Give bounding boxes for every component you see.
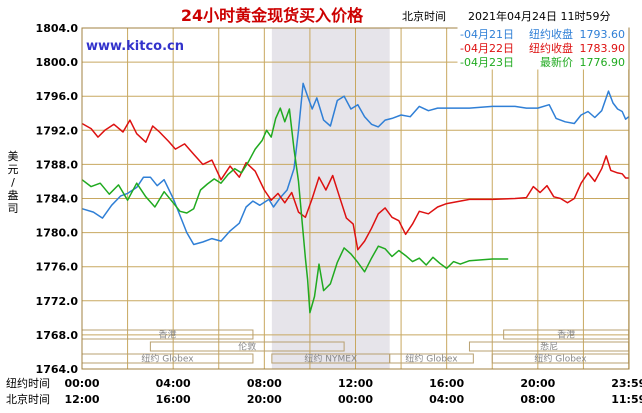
ny-time-tick: 12:00	[338, 377, 373, 390]
grid-lines	[81, 27, 630, 370]
watermark: www.kitco.cn	[86, 39, 184, 54]
y-tick-label: 1776.0	[36, 261, 79, 274]
ny-time-tick: 00:00	[64, 377, 99, 390]
legend-background	[457, 26, 629, 70]
market-session-label: 纽约 NYMEX	[304, 353, 357, 365]
y-axis-label-char: 美	[8, 150, 19, 163]
y-tick-label: 1764.0	[36, 363, 79, 376]
series-lines	[81, 82, 630, 314]
y-tick-label: 1804.0	[36, 22, 79, 35]
timestamp: 2021年04月24日 11时59分	[468, 9, 610, 23]
y-tick-label: 1784.0	[36, 193, 79, 206]
ny-time-tick: 20:00	[520, 377, 555, 390]
market-session-label: 香港	[158, 329, 176, 341]
y-tick-label: 1768.0	[36, 329, 79, 342]
y-tick-label: 1788.0	[36, 158, 79, 171]
market-session-label: 悉尼	[540, 341, 558, 353]
y-tick-label: 1796.0	[36, 90, 79, 103]
legend: -04月21日 纽约收盘 1793.60-04月22日 纽约收盘 1783.90-04月…	[457, 26, 629, 70]
bj-time-tick: 04:00	[429, 393, 464, 406]
x-axis-tick-labels: 00:00 12:00 04:00 16:00 08:00 20:00 12:00 00:00…	[64, 377, 642, 406]
y-axis-label-char: 司	[8, 202, 19, 215]
y-axis-label-char: /	[11, 176, 15, 189]
bj-time-tick: 20:00	[247, 393, 282, 406]
market-session-label: 纽约 Globex	[141, 353, 194, 365]
legend-value: 1793.60	[580, 28, 626, 41]
bj-time-tick: 12:00	[64, 393, 99, 406]
market-session-label: 伦敦	[238, 341, 256, 353]
bj-time-tick: 00:00	[338, 393, 373, 406]
legend-date: -04月23日	[460, 56, 514, 69]
y-axis-label-char: 元	[8, 163, 19, 176]
legend-label: 最新价	[540, 55, 573, 69]
timezone-label: 北京时间	[402, 9, 446, 23]
chart-title: 24小时黄金现货买入价格	[181, 6, 364, 25]
market-session-label: 香港	[557, 329, 575, 341]
market-session-bar	[389, 353, 474, 364]
market-session-label: 纽约 Globex	[534, 353, 587, 365]
series-line-1	[81, 119, 629, 251]
ny-time-row-label: 纽约时间	[6, 376, 50, 390]
ny-time-tick: 04:00	[156, 377, 191, 390]
plot-frame	[81, 27, 630, 370]
legend-date: -04月22日	[460, 42, 514, 55]
bj-time-tick: 16:00	[156, 393, 191, 406]
market-session-bar	[149, 341, 345, 352]
y-tick-label: 1780.0	[36, 227, 79, 240]
bj-time-tick: 08:00	[520, 393, 555, 406]
series-line-0	[81, 82, 630, 246]
legend-date: -04月21日	[460, 28, 514, 41]
bj-time-row-label: 北京时间	[6, 392, 50, 406]
bj-time-tick: 11:59	[611, 393, 642, 406]
ny-time-tick: 16:00	[429, 377, 464, 390]
ny-time-tick: 23:59	[611, 377, 642, 390]
legend-label: 纽约收盘	[529, 41, 573, 55]
legend-label: 纽约收盘	[529, 27, 573, 41]
y-axis-label-char: 盎	[8, 188, 19, 202]
legend-value: 1783.90	[580, 42, 626, 55]
y-axis-tick-labels: 1764.0 1768.0 1772.0 1776.0 1780.0 1784.0 1788…	[36, 22, 79, 376]
legend-value: 1776.90	[580, 56, 626, 69]
y-tick-label: 1772.0	[36, 295, 79, 308]
y-tick-label: 1800.0	[36, 56, 79, 69]
ny-time-tick: 08:00	[247, 377, 282, 390]
y-axis-label: 美元/盎司	[8, 150, 19, 215]
series-line-2	[81, 107, 509, 314]
market-session-label: 纽约 Globex	[405, 353, 458, 365]
y-tick-label: 1792.0	[36, 124, 79, 137]
